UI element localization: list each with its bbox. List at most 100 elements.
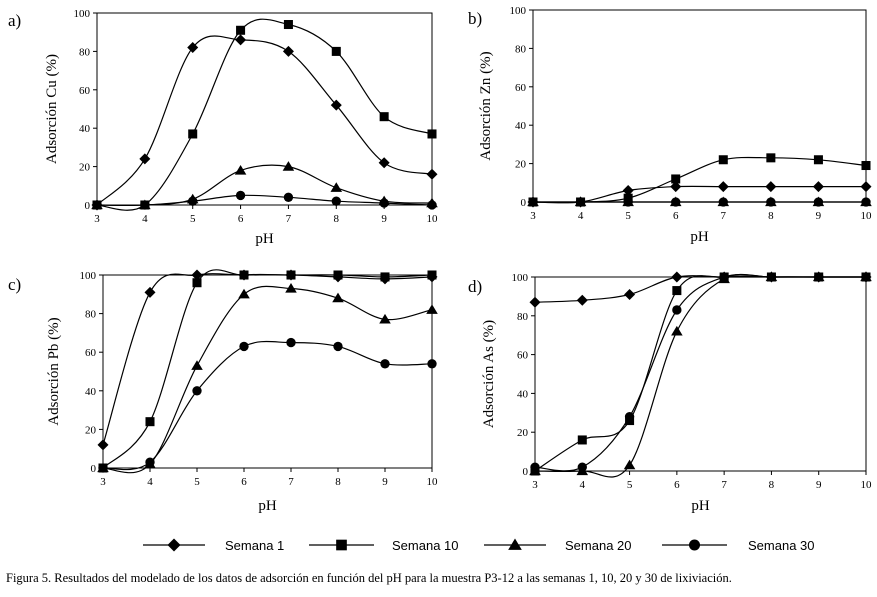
data-point bbox=[238, 288, 250, 299]
data-point bbox=[379, 112, 389, 122]
data-point bbox=[286, 337, 296, 348]
series-semana-10 bbox=[98, 269, 437, 473]
x-tick-label: 10 bbox=[861, 210, 873, 222]
data-point bbox=[623, 459, 636, 470]
data-point bbox=[283, 192, 294, 202]
data-point bbox=[718, 155, 728, 165]
series-line bbox=[534, 273, 866, 478]
data-point bbox=[861, 197, 871, 207]
series-line bbox=[96, 35, 433, 206]
legend-label: Semana 30 bbox=[748, 538, 815, 553]
data-point bbox=[427, 359, 437, 369]
data-point bbox=[379, 313, 391, 324]
data-point bbox=[426, 168, 438, 180]
chart-panel-1: 0 20 40 60 80 100 3 4 5 6 7 8 9 10 pH Adsorción Cu (%) a… bbox=[8, 8, 438, 247]
plot-frame bbox=[534, 276, 867, 472]
series-semana-30 bbox=[528, 197, 871, 207]
data-point bbox=[333, 341, 343, 352]
y-tick-label: 80 bbox=[515, 43, 527, 55]
y-tick-label: 100 bbox=[74, 8, 91, 20]
y-tick-label: 20 bbox=[79, 162, 91, 174]
x-tick-label: 4 bbox=[147, 476, 153, 488]
x-tick-label: 9 bbox=[816, 210, 822, 222]
data-point bbox=[239, 270, 249, 280]
data-point bbox=[529, 296, 541, 308]
data-point bbox=[766, 197, 776, 207]
data-point bbox=[192, 386, 202, 396]
data-point bbox=[283, 20, 293, 30]
data-point bbox=[191, 269, 203, 281]
x-tick-label: 8 bbox=[769, 479, 775, 491]
y-tick-label: 60 bbox=[515, 82, 527, 94]
data-point bbox=[144, 286, 156, 298]
data-point bbox=[577, 435, 587, 445]
data-point bbox=[671, 325, 683, 336]
data-point bbox=[814, 272, 824, 282]
data-point bbox=[719, 272, 729, 282]
data-point bbox=[671, 174, 681, 184]
x-tick-label: 8 bbox=[334, 213, 340, 225]
data-point bbox=[234, 164, 247, 175]
y-tick-label: 100 bbox=[510, 5, 527, 17]
data-point bbox=[282, 161, 295, 171]
x-tick-label: 3 bbox=[100, 476, 106, 488]
series-semana-30 bbox=[530, 272, 871, 472]
data-point bbox=[380, 272, 390, 282]
data-point bbox=[860, 181, 872, 193]
data-point bbox=[766, 272, 777, 282]
legend-item-4: Semana 30 bbox=[662, 538, 815, 553]
series-semana-1 bbox=[91, 34, 438, 211]
legend-marker-square bbox=[336, 539, 347, 551]
data-point bbox=[330, 182, 343, 192]
y-tick-label: 40 bbox=[85, 386, 97, 398]
data-point bbox=[191, 360, 203, 370]
y-tick-label: 80 bbox=[517, 311, 529, 323]
x-tick-label: 5 bbox=[194, 476, 200, 488]
data-point bbox=[426, 304, 438, 314]
x-axis-label: pH bbox=[691, 498, 710, 514]
series-semana-30 bbox=[92, 190, 437, 210]
data-point bbox=[672, 286, 682, 296]
data-point bbox=[140, 200, 150, 210]
data-point bbox=[427, 200, 437, 210]
data-point bbox=[236, 25, 246, 35]
x-tick-label: 7 bbox=[286, 213, 292, 225]
legend-item-1: Semana 1 bbox=[143, 538, 284, 553]
y-tick-label: 40 bbox=[79, 123, 91, 135]
data-point bbox=[379, 198, 389, 208]
series-semana-20 bbox=[97, 283, 438, 474]
data-point bbox=[624, 412, 635, 422]
legend-label: Semana 1 bbox=[225, 538, 284, 553]
data-point bbox=[765, 181, 777, 193]
chart-panel-3: 0 20 40 60 80 100 3 4 5 6 7 8 9 10 pH Adsorción Pb (%) c… bbox=[8, 269, 439, 514]
legend-marker-triangle bbox=[508, 538, 522, 550]
x-tick-label: 10 bbox=[427, 476, 439, 488]
x-tick-label: 5 bbox=[190, 213, 196, 225]
data-point bbox=[575, 197, 586, 207]
legend-marker-circle bbox=[688, 539, 701, 551]
panel-label: c) bbox=[8, 275, 21, 294]
y-tick-label: 80 bbox=[79, 46, 91, 58]
y-tick-label: 80 bbox=[85, 309, 97, 321]
data-point bbox=[766, 153, 776, 163]
chart-panel-2: 0 20 40 60 80 100 3 4 5 6 7 8 9 10 pH Adsorción Zn (%) b… bbox=[468, 5, 872, 245]
x-tick-label: 3 bbox=[94, 213, 100, 225]
y-axis-label: Adsorción As (%) bbox=[481, 320, 497, 428]
y-tick-label: 0 bbox=[521, 197, 527, 209]
data-point bbox=[145, 417, 155, 427]
x-tick-label: 5 bbox=[625, 210, 631, 222]
x-tick-label: 6 bbox=[674, 479, 680, 491]
data-point bbox=[672, 305, 682, 315]
data-point bbox=[530, 462, 540, 472]
x-tick-label: 4 bbox=[578, 210, 584, 222]
y-axis-label: Adsorción Cu (%) bbox=[44, 54, 60, 164]
data-point bbox=[861, 272, 871, 282]
data-point bbox=[192, 278, 202, 288]
panel-label: d) bbox=[468, 277, 482, 296]
y-tick-label: 40 bbox=[515, 120, 527, 132]
data-point bbox=[97, 439, 109, 451]
data-point bbox=[671, 197, 681, 207]
x-tick-label: 3 bbox=[530, 210, 536, 222]
x-tick-label: 6 bbox=[241, 476, 247, 488]
data-point bbox=[187, 42, 199, 54]
